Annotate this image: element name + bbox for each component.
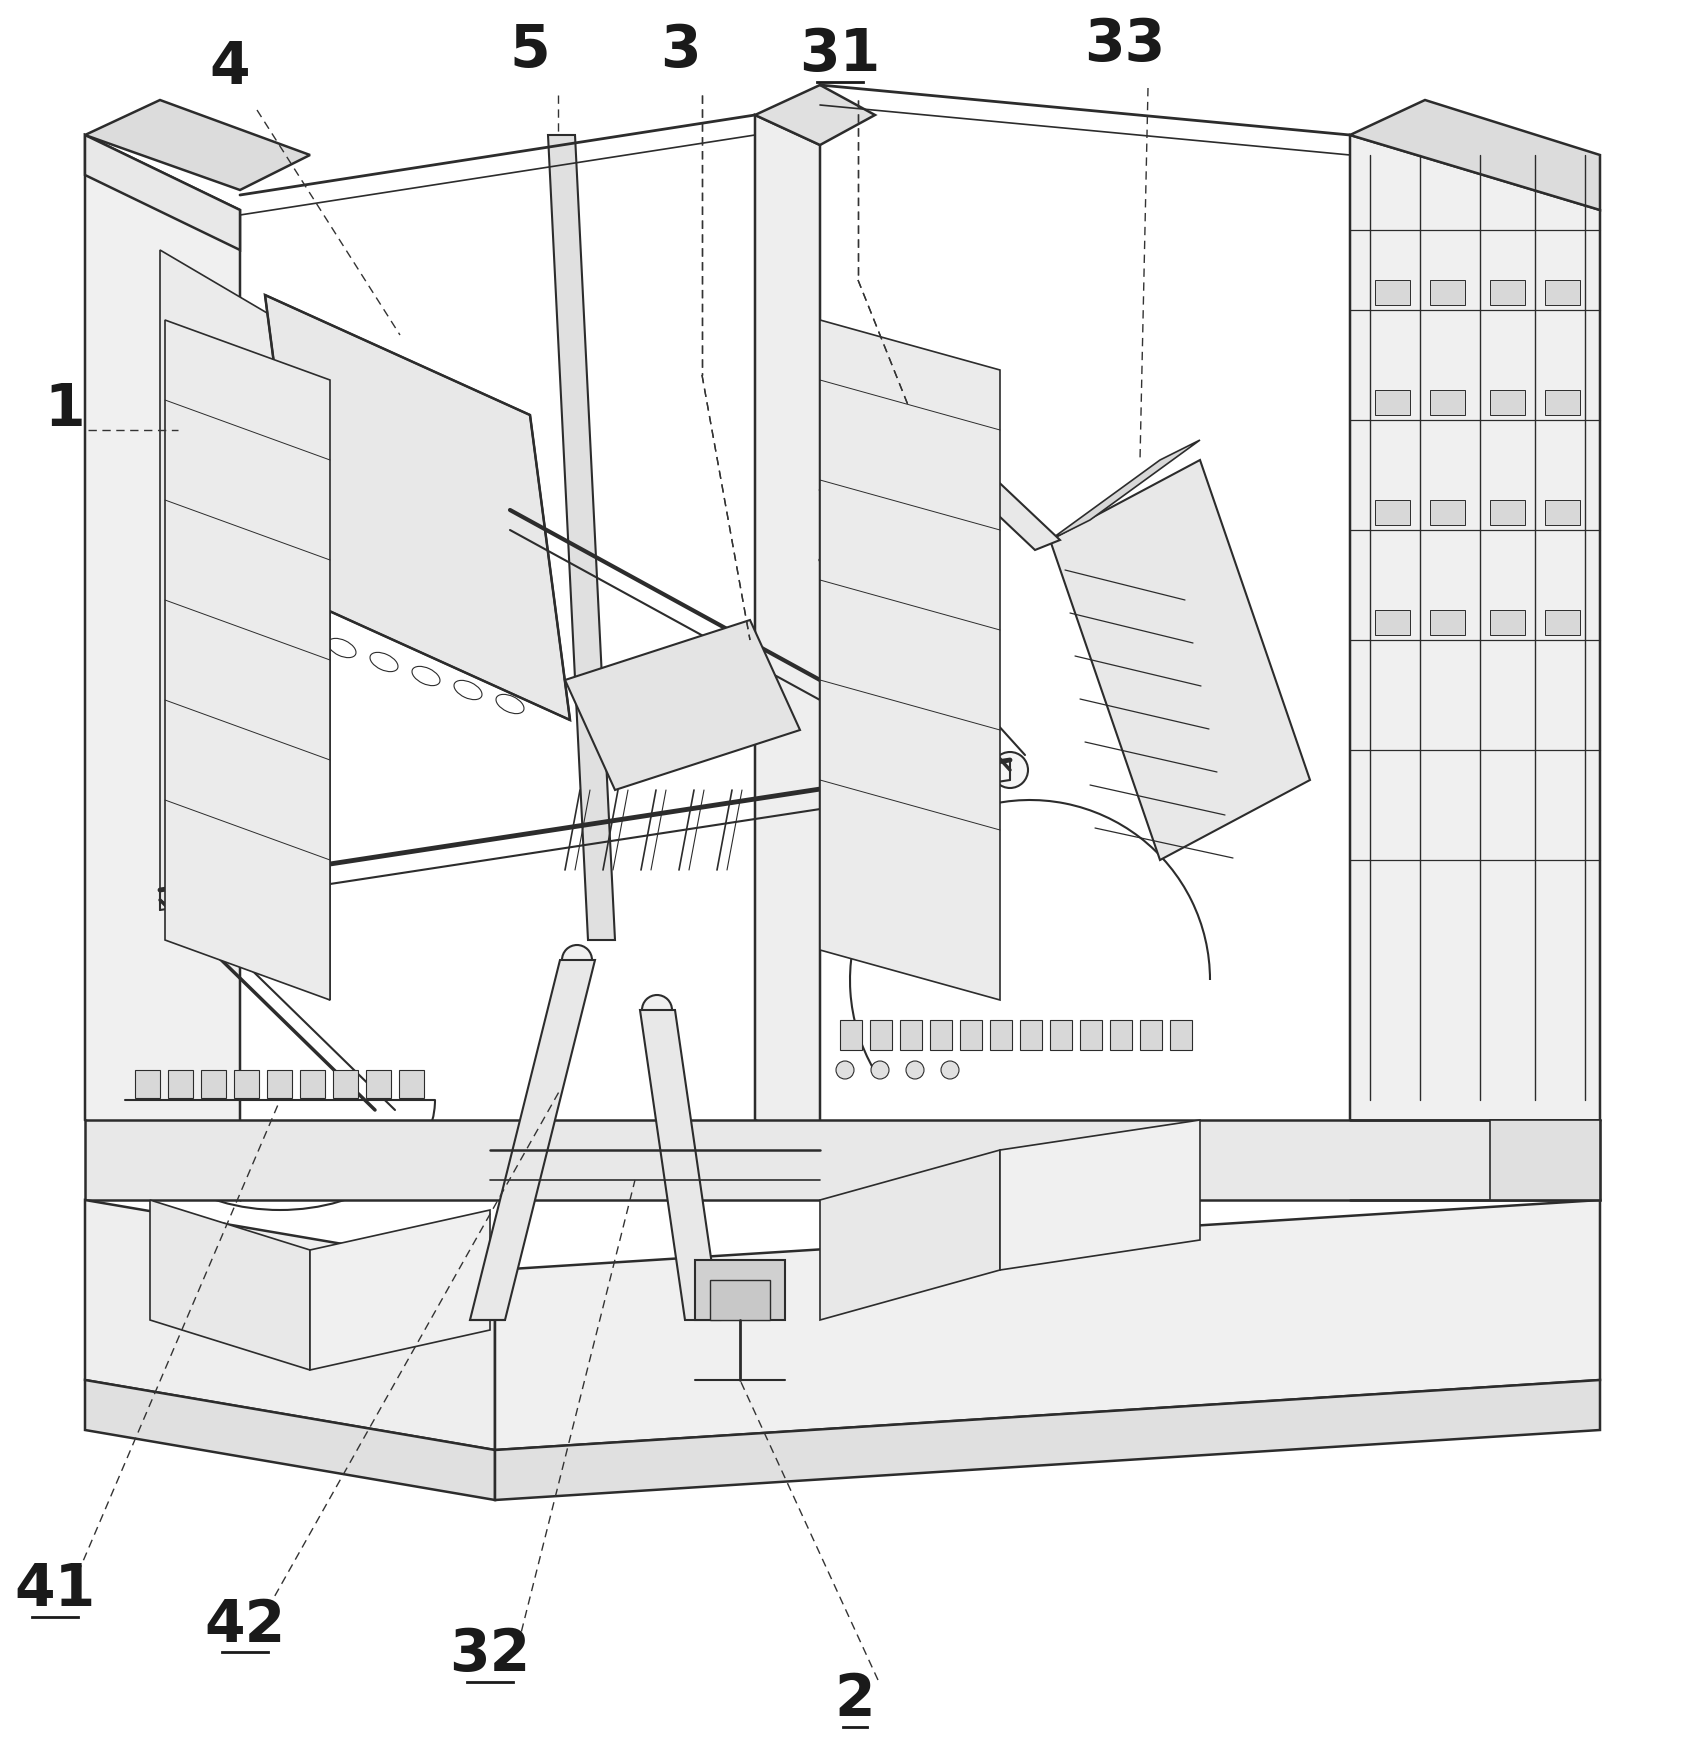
Polygon shape	[496, 1381, 1601, 1501]
Bar	[333, 1071, 359, 1099]
Circle shape	[687, 1306, 717, 1335]
Polygon shape	[310, 1210, 491, 1370]
Circle shape	[168, 1132, 183, 1147]
Polygon shape	[85, 136, 240, 1200]
Bar	[1140, 1020, 1162, 1050]
Bar	[1430, 500, 1465, 526]
Circle shape	[905, 1060, 924, 1079]
Bar	[1376, 500, 1409, 526]
Bar	[1376, 609, 1409, 635]
Circle shape	[562, 945, 592, 975]
Circle shape	[836, 1060, 854, 1079]
Bar	[1169, 1020, 1191, 1050]
Text: 33: 33	[1085, 16, 1166, 73]
Polygon shape	[755, 85, 875, 145]
Polygon shape	[85, 1200, 496, 1450]
Polygon shape	[1000, 1119, 1200, 1269]
Bar	[959, 1020, 981, 1050]
Circle shape	[196, 1132, 213, 1147]
Bar	[1491, 500, 1524, 526]
Text: 32: 32	[450, 1626, 531, 1684]
Bar	[1545, 500, 1580, 526]
Bar	[1545, 280, 1580, 305]
Polygon shape	[85, 136, 240, 251]
Bar	[1079, 1020, 1101, 1050]
Text: 31: 31	[799, 26, 880, 84]
Circle shape	[887, 407, 924, 442]
Bar	[267, 1071, 293, 1099]
Bar	[900, 1020, 922, 1050]
Circle shape	[257, 1132, 272, 1147]
Polygon shape	[854, 371, 1059, 550]
Polygon shape	[470, 959, 596, 1320]
Circle shape	[137, 1132, 152, 1147]
Bar	[1491, 609, 1524, 635]
Bar	[168, 1071, 193, 1099]
Bar	[990, 1020, 1012, 1050]
Bar	[135, 1071, 161, 1099]
Bar	[1110, 1020, 1132, 1050]
Circle shape	[941, 1060, 959, 1079]
Bar	[1545, 390, 1580, 414]
Bar	[1430, 609, 1465, 635]
Bar	[1376, 280, 1409, 305]
Bar	[695, 1260, 785, 1320]
Bar	[870, 1020, 892, 1050]
Polygon shape	[1491, 1119, 1601, 1200]
Circle shape	[805, 475, 834, 503]
Polygon shape	[266, 294, 570, 721]
Polygon shape	[1051, 460, 1310, 860]
Circle shape	[992, 752, 1029, 789]
Polygon shape	[755, 115, 821, 1151]
Bar	[201, 1071, 227, 1099]
Text: 2: 2	[834, 1671, 875, 1729]
Bar	[1545, 609, 1580, 635]
Polygon shape	[640, 1010, 721, 1320]
Polygon shape	[548, 136, 614, 940]
Bar	[931, 1020, 953, 1050]
Polygon shape	[85, 99, 310, 190]
Bar	[233, 1071, 259, 1099]
Bar	[1491, 390, 1524, 414]
Polygon shape	[85, 1119, 1601, 1200]
Circle shape	[721, 1269, 760, 1309]
Bar	[1491, 280, 1524, 305]
Polygon shape	[85, 1381, 496, 1501]
Bar	[365, 1071, 391, 1099]
Polygon shape	[821, 320, 1000, 999]
Bar	[1430, 390, 1465, 414]
Circle shape	[641, 996, 672, 1025]
Text: 4: 4	[210, 40, 250, 96]
Bar	[1376, 390, 1409, 414]
Polygon shape	[821, 1151, 1000, 1320]
Bar	[1051, 1020, 1073, 1050]
Polygon shape	[1051, 440, 1200, 540]
Text: 41: 41	[14, 1562, 96, 1619]
Bar	[711, 1280, 770, 1320]
Circle shape	[871, 1060, 888, 1079]
Bar	[1020, 1020, 1042, 1050]
Polygon shape	[166, 320, 330, 999]
Circle shape	[472, 1306, 503, 1335]
Polygon shape	[1350, 136, 1601, 1200]
Text: 42: 42	[205, 1596, 286, 1654]
Polygon shape	[1350, 99, 1601, 211]
Polygon shape	[565, 620, 800, 790]
Bar	[399, 1071, 425, 1099]
Bar	[299, 1071, 325, 1099]
Polygon shape	[161, 251, 330, 999]
Text: 5: 5	[509, 21, 550, 78]
Circle shape	[792, 651, 848, 709]
Bar	[1430, 280, 1465, 305]
Text: 3: 3	[660, 21, 700, 78]
Circle shape	[227, 1132, 244, 1147]
Polygon shape	[151, 1200, 310, 1370]
Circle shape	[139, 877, 183, 923]
Bar	[839, 1020, 861, 1050]
Text: 1: 1	[44, 381, 85, 439]
Polygon shape	[496, 1200, 1601, 1450]
